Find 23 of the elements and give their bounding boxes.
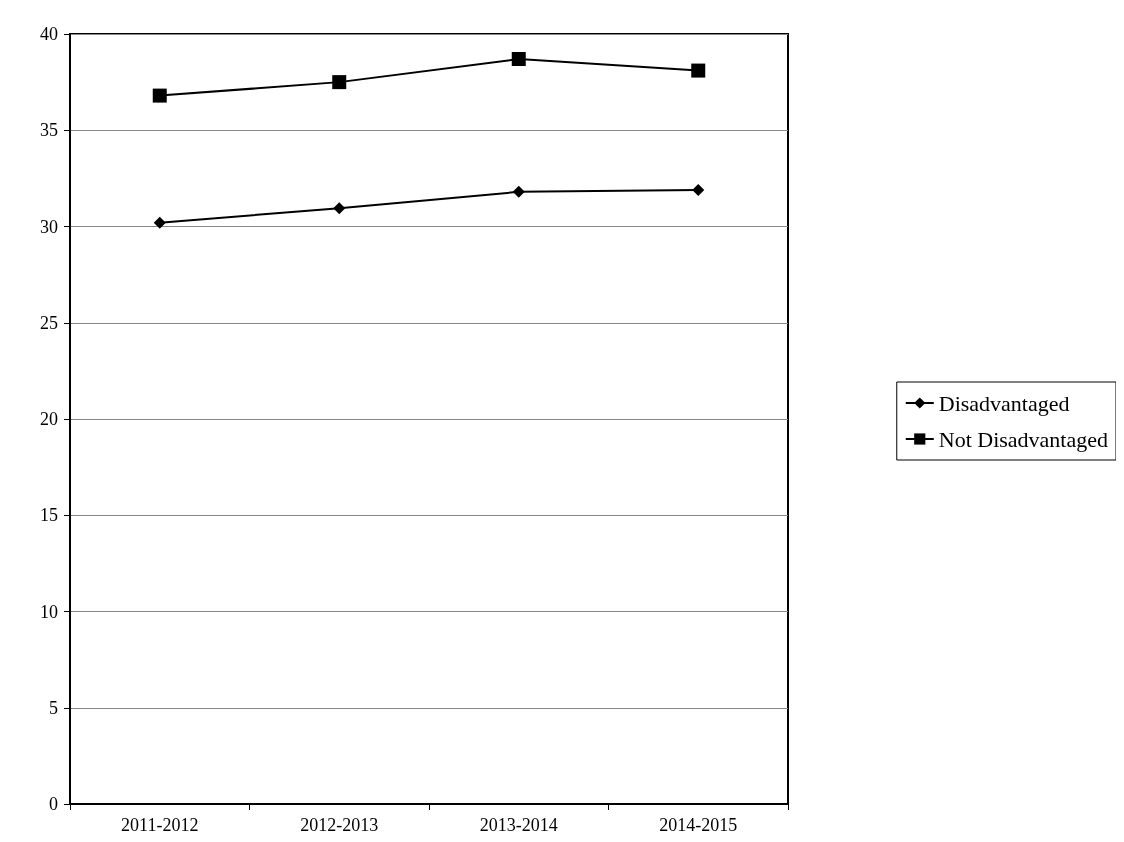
point [152, 88, 167, 103]
y-tick-label: 35 [40, 120, 58, 141]
y-tick-label: 10 [40, 601, 58, 622]
point [333, 202, 346, 215]
y-tick-label: 20 [40, 409, 58, 429]
y-tick-label: 0 [49, 794, 58, 814]
x-tick-label: 2013-2014 [479, 815, 558, 835]
y-tick-label: 25 [40, 312, 58, 333]
point [512, 185, 525, 198]
x-tick-label: 2012-2013 [300, 815, 379, 835]
legend-label: Disadvantaged [938, 390, 1070, 416]
x-tick-label: 2014-2015 [659, 815, 738, 835]
y-tick-label: 40 [40, 24, 58, 44]
point [153, 216, 166, 229]
point [691, 63, 706, 78]
point [332, 75, 347, 90]
y-tick-label: 15 [40, 505, 58, 526]
y-tick-label: 30 [40, 216, 58, 237]
y-tick-label: 5 [49, 697, 58, 718]
legend-label: Not Disadvantaged [938, 426, 1108, 452]
x-tick-label: 2011-2012 [121, 815, 199, 835]
point [692, 183, 705, 196]
point [511, 52, 526, 67]
